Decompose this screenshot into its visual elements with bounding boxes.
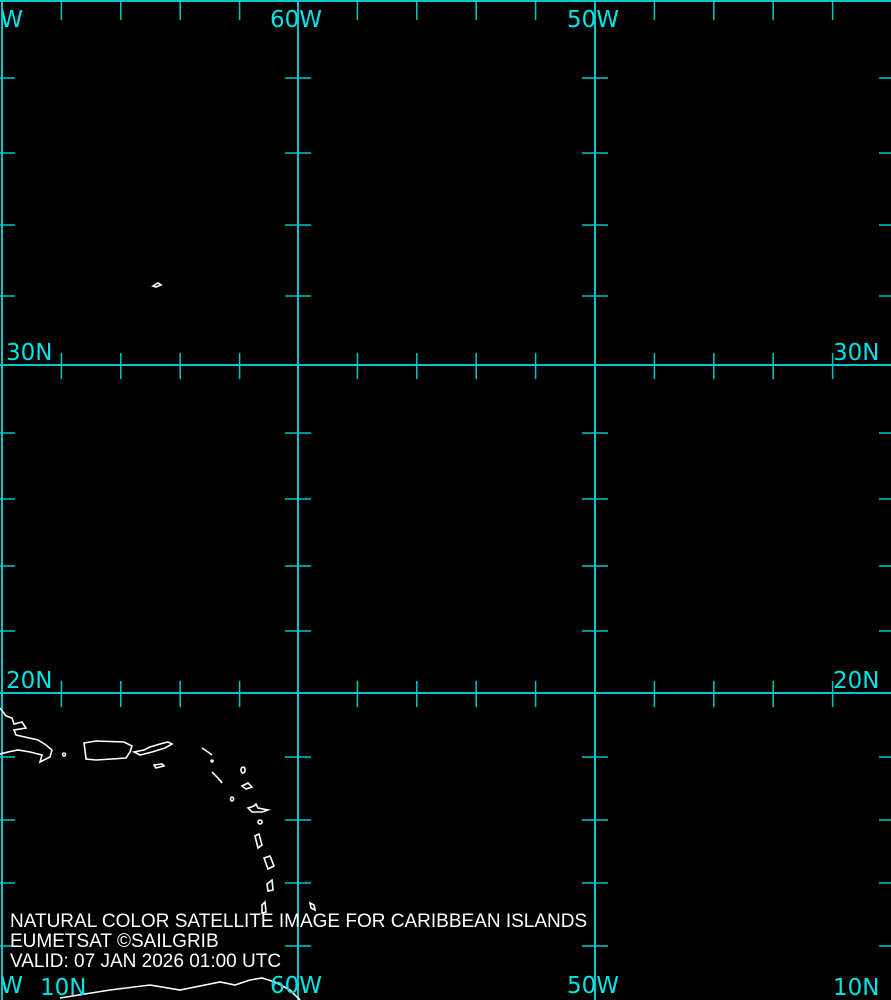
island-mona (61, 752, 67, 757)
caption-valid-time: VALID: 07 JAN 2026 01:00 UTC (10, 951, 282, 972)
bottom-lon-label: 60W (270, 973, 323, 999)
right-lat-label: 10N (833, 975, 880, 1000)
left-lat-label: 20N (6, 668, 53, 694)
bottom-lon-label: 70W (0, 973, 24, 999)
island-bermuda (151, 282, 163, 288)
top-lon-label: 70W (0, 7, 24, 33)
caption-title: NATURAL COLOR SATELLITE IMAGE FOR CARIBB… (10, 911, 588, 932)
coastline-leeward-islands (201, 747, 254, 802)
left-lat-label: 10N (40, 975, 87, 1000)
top-lon-label: 50W (567, 7, 620, 33)
coastline-virgin-islands (131, 741, 174, 756)
bottom-lon-label: 50W (567, 973, 620, 999)
coastline-martinique-stlucia (261, 855, 317, 915)
coastline-south-america (59, 977, 301, 1000)
coastline-puerto-rico (83, 740, 133, 761)
left-lat-label: 30N (6, 340, 53, 366)
coastline-hispaniola (0, 707, 53, 764)
coastline-guadeloupe-dominica (246, 802, 272, 850)
top-lon-label: 60W (270, 7, 323, 33)
island-vieques (152, 763, 166, 769)
right-lat-label: 30N (833, 340, 880, 366)
caption-credit: EUMETSAT ©SAILGRIB (10, 931, 219, 952)
right-lat-label: 20N (833, 668, 880, 694)
